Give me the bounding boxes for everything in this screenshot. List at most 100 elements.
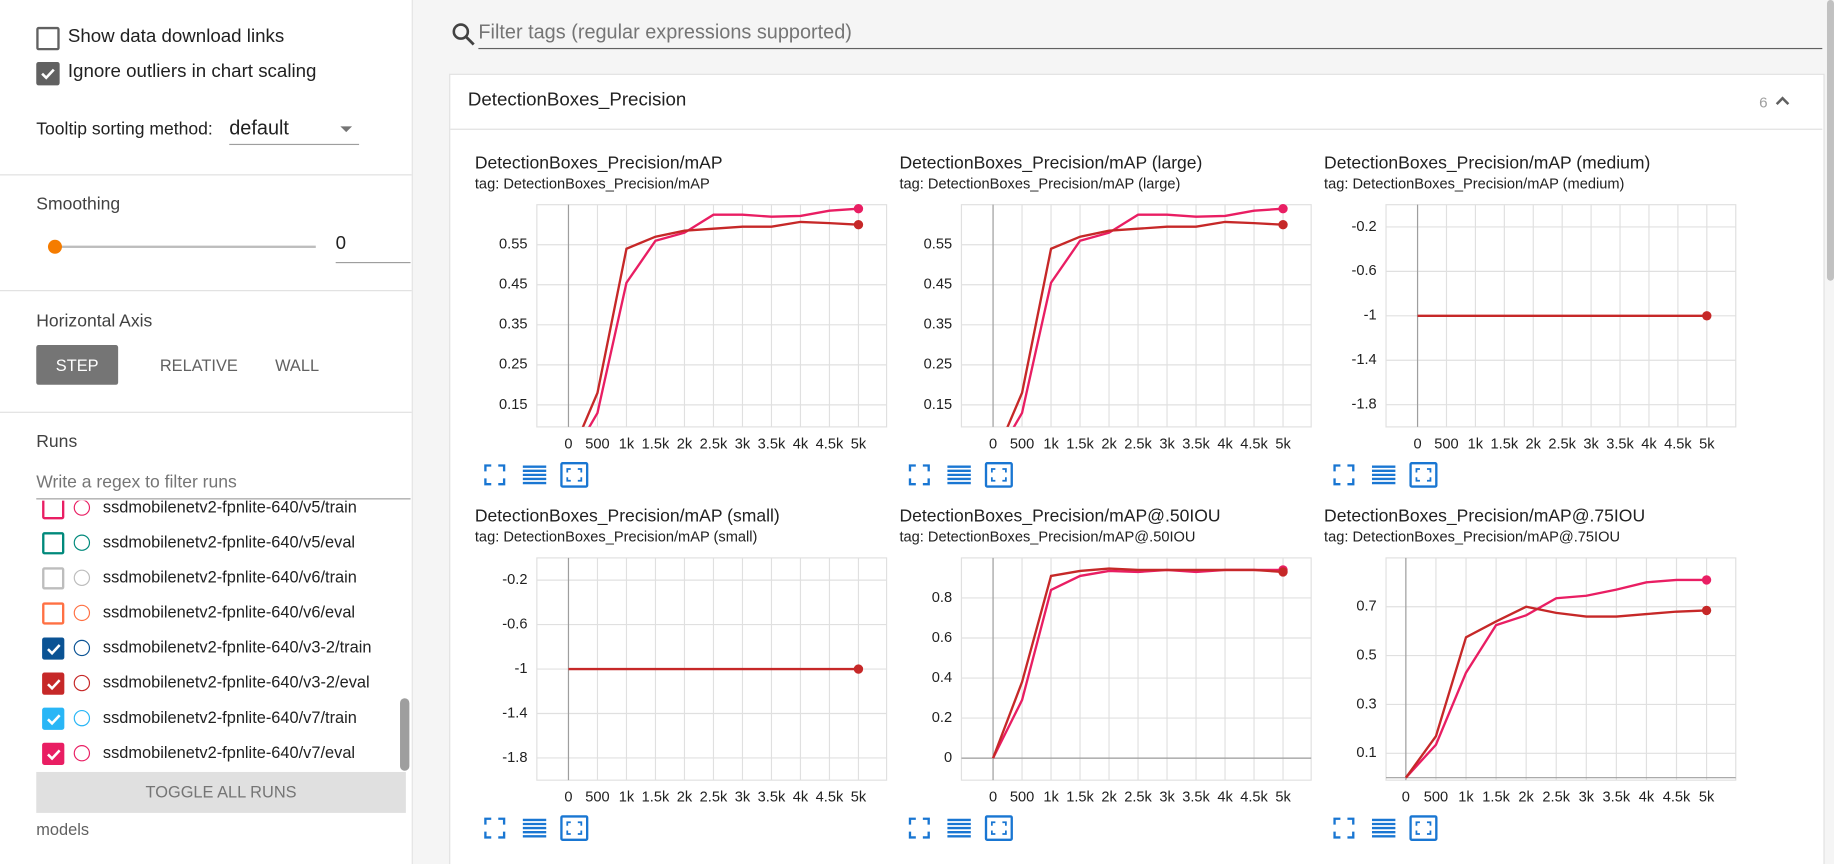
plot-frame (536, 204, 888, 428)
fit-domain-icon[interactable] (984, 462, 1013, 488)
fit-domain-icon[interactable] (1409, 462, 1438, 488)
check-path (41, 68, 55, 80)
data-table-icon[interactable] (947, 818, 971, 838)
series-line (1404, 605, 1707, 779)
icon-path (1409, 462, 1438, 488)
x-tick-label: 3k (1583, 436, 1599, 452)
y-tick-label: 0 (944, 750, 952, 766)
x-tick-label: 2.5k (1548, 436, 1576, 452)
axis-button[interactable]: RELATIVE (159, 355, 238, 375)
x-tick-label: 4.5k (816, 790, 844, 806)
fullscreen-icon[interactable] (484, 817, 506, 839)
fit-domain-icon[interactable] (984, 815, 1013, 841)
toggle-all-button[interactable]: TOGGLE ALL RUNS (36, 771, 406, 813)
run-checkbox[interactable] (42, 707, 65, 730)
fullscreen-icon[interactable] (908, 817, 930, 839)
search-icon (452, 23, 475, 46)
y-tick-label: 0.5 (1356, 647, 1376, 663)
x-tick-label: 2k (1101, 436, 1117, 452)
chart-title: DetectionBoxes_Precision/mAP@.75IOU (1324, 506, 1646, 527)
tooltip-select[interactable]: default (229, 116, 360, 146)
run-checkbox[interactable] (42, 672, 65, 695)
x-tick-label: 2.5k (700, 790, 728, 806)
x-tick-label: 4.5k (1240, 790, 1268, 806)
run-checkbox[interactable] (42, 532, 65, 555)
select-value: default (229, 116, 289, 140)
series-line (581, 220, 859, 427)
data-table-icon[interactable] (947, 465, 971, 485)
run-color-circle[interactable] (73, 569, 91, 586)
slider-track (54, 245, 316, 248)
x-tick-label: 5k (1275, 790, 1291, 806)
run-color-circle[interactable] (73, 745, 91, 762)
data-table-icon[interactable] (1371, 818, 1396, 838)
fullscreen-icon[interactable] (908, 464, 930, 486)
x-tick-label: 0 (1413, 436, 1421, 452)
slider-knob[interactable] (47, 239, 62, 254)
x-tick-label: 3k (1579, 790, 1595, 806)
axis-button[interactable]: STEP (36, 345, 119, 385)
fullscreen-icon[interactable] (1333, 817, 1355, 839)
chart-subtitle: tag: DetectionBoxes_Precision/mAP@.50IOU (899, 528, 1196, 546)
x-tick-label: 1.5k (1066, 790, 1094, 806)
run-checkbox[interactable] (42, 500, 65, 520)
run-checkbox[interactable] (42, 637, 65, 660)
x-tick-label: 4k (1217, 790, 1233, 806)
plot-area (991, 567, 1284, 759)
scrollbar-thumb[interactable] (400, 698, 410, 771)
run-name: ssdmobilenetv2-fpnlite-640/v7/eval (102, 742, 356, 762)
run-color-circle[interactable] (73, 500, 91, 516)
run-name: ssdmobilenetv2-fpnlite-640/v6/eval (102, 602, 356, 622)
axis-button[interactable]: WALL (275, 355, 320, 375)
run-color-circle[interactable] (73, 534, 91, 551)
x-tick-label: 4.5k (1664, 436, 1692, 452)
y-tick-label: 0.3 (1356, 696, 1376, 712)
run-checkbox[interactable] (42, 602, 65, 625)
y-tick-label: 0.6 (932, 630, 952, 646)
data-table-icon[interactable] (1371, 465, 1396, 485)
fit-domain-icon[interactable] (560, 462, 589, 488)
fullscreen-icon[interactable] (484, 464, 506, 486)
checkbox[interactable] (36, 26, 60, 51)
plot-area (581, 207, 859, 427)
collapse-icon[interactable] (1773, 91, 1792, 110)
x-tick-label: 1k (619, 436, 635, 452)
run-checkbox[interactable] (42, 567, 65, 590)
data-table-icon[interactable] (522, 818, 547, 838)
run-name: ssdmobilenetv2-fpnlite-640/v5/train (102, 500, 357, 516)
y-tick-label: -0.2 (502, 572, 527, 588)
checkbox[interactable] (36, 61, 60, 86)
chart-subtitle: tag: DetectionBoxes_Precision/mAP (474, 175, 710, 192)
run-color-circle[interactable] (73, 674, 91, 692)
x-tick-label: 3k (735, 790, 751, 806)
icon-path (484, 817, 506, 839)
last-point (1278, 204, 1288, 214)
last-point (1702, 311, 1712, 321)
icon-path (560, 462, 589, 488)
x-tick-label: 0 (989, 790, 997, 806)
dropdown-arrow (340, 126, 353, 138)
run-color-circle[interactable] (73, 604, 91, 622)
runs-filter[interactable]: Write a regex to filter runs (36, 473, 411, 500)
run-color-circle[interactable] (73, 709, 91, 727)
page-scrollbar[interactable] (1826, 0, 1834, 281)
x-tick-label: 0 (1402, 790, 1410, 806)
fit-domain-icon[interactable] (1409, 815, 1438, 841)
smoothing-input[interactable]: 0 (335, 234, 411, 264)
run-color-circle[interactable] (73, 639, 91, 657)
x-tick-label: 3.5k (1603, 790, 1631, 806)
icon-path (984, 815, 1013, 841)
tag-filter[interactable]: Filter tags (regular expressions support… (478, 21, 1823, 50)
chart-title: DetectionBoxes_Precision/mAP (medium) (1324, 153, 1651, 174)
x-tick-label: 2k (1101, 790, 1117, 806)
y-tick-label: 0.4 (932, 670, 952, 686)
section-label: Horizontal Axis (36, 311, 153, 332)
x-tick-label: 2k (677, 790, 693, 806)
fullscreen-icon[interactable] (1333, 464, 1355, 486)
x-tick-label: 1k (619, 790, 635, 806)
fit-domain-icon[interactable] (560, 815, 589, 841)
run-checkbox[interactable] (42, 742, 65, 765)
x-tick-label: 1k (1458, 790, 1474, 806)
data-table-icon[interactable] (522, 465, 547, 485)
